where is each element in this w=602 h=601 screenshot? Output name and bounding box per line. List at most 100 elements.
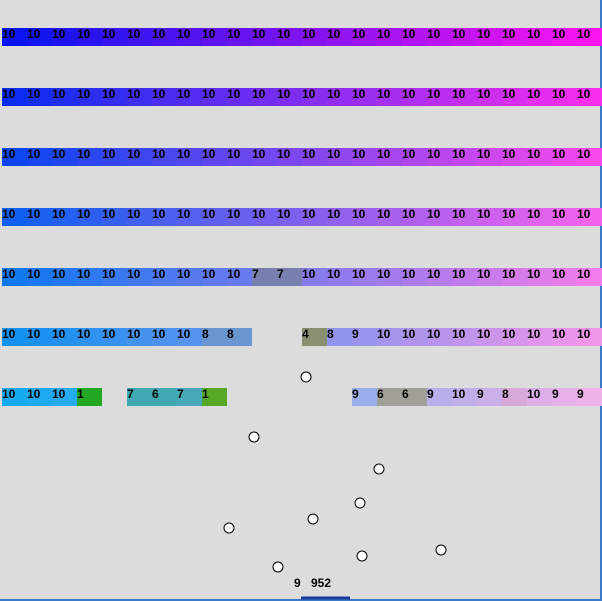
brick	[502, 148, 527, 166]
ball	[356, 550, 368, 562]
brick	[452, 88, 477, 106]
brick-label: 10	[252, 87, 266, 101]
brick-label: 10	[27, 27, 41, 41]
brick-label: 10	[552, 27, 566, 41]
brick	[577, 208, 602, 226]
brick	[2, 208, 27, 226]
brick	[277, 208, 302, 226]
brick-label: 10	[127, 327, 141, 341]
brick	[552, 388, 577, 406]
brick-label: 9	[427, 387, 434, 401]
ball	[300, 371, 312, 383]
brick-label: 10	[77, 327, 91, 341]
brick	[552, 328, 577, 346]
brick-label: 10	[177, 207, 191, 221]
brick-label: 10	[327, 87, 341, 101]
brick	[27, 208, 52, 226]
brick	[302, 88, 327, 106]
brick	[277, 268, 302, 286]
brick-label: 10	[402, 267, 416, 281]
brick-label: 10	[502, 207, 516, 221]
brick	[177, 148, 202, 166]
brick-label: 10	[527, 27, 541, 41]
brick	[277, 148, 302, 166]
ball	[435, 544, 447, 556]
brick	[302, 28, 327, 46]
brick	[552, 88, 577, 106]
brick-label: 10	[27, 207, 41, 221]
brick-label: 10	[502, 147, 516, 161]
brick-label: 10	[2, 267, 16, 281]
brick-label: 10	[352, 147, 366, 161]
lives: 9	[294, 576, 301, 590]
brick-label: 7	[277, 267, 284, 281]
brick	[227, 328, 252, 346]
brick-label: 8	[202, 327, 209, 341]
brick-label: 10	[402, 87, 416, 101]
brick-label: 10	[252, 147, 266, 161]
brick-label: 6	[377, 387, 384, 401]
brick	[2, 328, 27, 346]
brick	[577, 268, 602, 286]
brick	[202, 208, 227, 226]
brick	[402, 88, 427, 106]
brick	[502, 28, 527, 46]
brick	[477, 388, 502, 406]
brick-label: 9	[352, 327, 359, 341]
brick-label: 10	[327, 27, 341, 41]
brick	[552, 148, 577, 166]
brick	[52, 208, 77, 226]
brick-label: 10	[427, 87, 441, 101]
brick-label: 10	[402, 207, 416, 221]
brick	[352, 208, 377, 226]
brick-label: 10	[77, 147, 91, 161]
brick-label: 10	[577, 147, 591, 161]
brick	[302, 328, 327, 346]
brick	[2, 28, 27, 46]
brick	[502, 328, 527, 346]
brick	[2, 148, 27, 166]
brick-label: 10	[27, 87, 41, 101]
brick	[527, 388, 552, 406]
brick	[352, 148, 377, 166]
brick-label: 10	[152, 327, 166, 341]
brick	[77, 148, 102, 166]
brick	[502, 388, 527, 406]
brick-label: 10	[377, 87, 391, 101]
brick-label: 10	[277, 27, 291, 41]
brick	[227, 88, 252, 106]
brick	[77, 388, 102, 406]
brick	[27, 148, 52, 166]
brick-label: 10	[152, 87, 166, 101]
brick-label: 10	[377, 327, 391, 341]
brick	[402, 388, 427, 406]
brick	[302, 148, 327, 166]
brick	[527, 268, 552, 286]
brick	[327, 208, 352, 226]
brick	[127, 208, 152, 226]
brick	[452, 28, 477, 46]
brick	[477, 268, 502, 286]
brick-label: 10	[352, 267, 366, 281]
brick	[252, 148, 277, 166]
brick-label: 10	[152, 27, 166, 41]
brick-label: 10	[502, 267, 516, 281]
brick	[177, 208, 202, 226]
brick	[477, 328, 502, 346]
brick-label: 10	[527, 147, 541, 161]
brick	[302, 208, 327, 226]
brick	[327, 88, 352, 106]
brick	[27, 88, 52, 106]
brick	[77, 88, 102, 106]
brick-label: 6	[402, 387, 409, 401]
brick-label: 10	[552, 87, 566, 101]
brick	[327, 328, 352, 346]
brick-label: 10	[302, 27, 316, 41]
brick	[427, 88, 452, 106]
brick-label: 10	[277, 207, 291, 221]
brick-label: 7	[252, 267, 259, 281]
brick	[2, 88, 27, 106]
brick-label: 10	[352, 207, 366, 221]
brick-label: 10	[52, 387, 66, 401]
brick-label: 10	[2, 147, 16, 161]
